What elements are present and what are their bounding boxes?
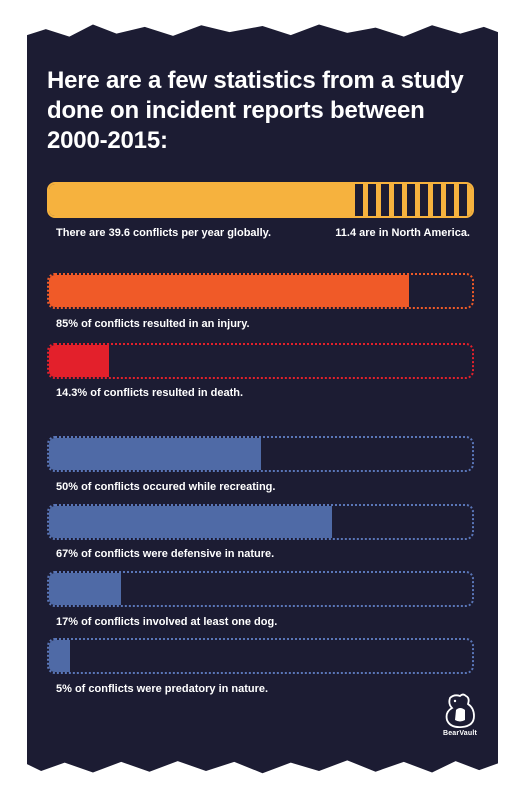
global-conflicts-bar (47, 182, 474, 218)
page-title: Here are a few statistics from a study d… (47, 67, 464, 154)
logo-text: BearVault (442, 730, 478, 737)
north-america-stripes (350, 184, 472, 216)
dog-label: 17% of conflicts involved at least one d… (56, 616, 278, 628)
recreating-bar (47, 436, 474, 472)
predatory-bar (47, 638, 474, 674)
defensive-fill (49, 506, 333, 538)
defensive-bar (47, 504, 474, 540)
infographic-card (27, 24, 498, 774)
injury-label: 85% of conflicts resulted in an injury. (56, 318, 250, 330)
recreating-fill (49, 438, 261, 470)
global-conflicts-fill (49, 184, 351, 216)
death-label: 14.3% of conflicts resulted in death. (56, 387, 244, 399)
north-america-label: 11.4 are in North America. (335, 227, 470, 239)
dog-fill (49, 573, 121, 605)
recreating-label: 50% of conflicts occured while recreatin… (56, 481, 276, 493)
injury-fill (49, 275, 409, 307)
predatory-label: 5% of conflicts were predatory in nature… (56, 683, 269, 695)
predatory-fill (49, 640, 71, 672)
bearvault-logo: BearVault (440, 692, 480, 742)
defensive-label: 67% of conflicts were defensive in natur… (56, 548, 275, 560)
injury-bar (47, 273, 474, 309)
bear-icon (445, 693, 475, 729)
death-fill (49, 345, 110, 377)
death-bar (47, 343, 474, 379)
dog-bar (47, 571, 474, 607)
global-conflicts-label: There are 39.6 conflicts per year global… (56, 227, 271, 239)
